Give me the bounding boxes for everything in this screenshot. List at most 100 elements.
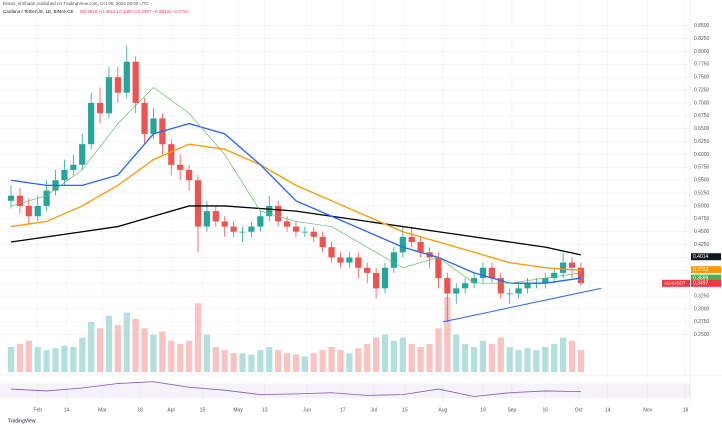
volume-bar — [301, 356, 308, 372]
candle-body — [355, 257, 362, 268]
volume-bar — [319, 350, 326, 372]
volume-bar — [266, 347, 273, 372]
y-tick-label: 0.6750 — [694, 113, 710, 119]
x-tick-label: Aug — [438, 407, 447, 413]
candle-body — [515, 288, 522, 294]
y-tick-label: 0.7000 — [694, 100, 710, 106]
x-tick-label: Jun — [303, 407, 311, 413]
candle-body — [390, 252, 398, 268]
y-tick-label: 0.3000 — [694, 306, 710, 312]
y-tick-label: 0.8500 — [694, 23, 710, 29]
moving-average — [10, 122, 582, 284]
volume-bar — [239, 353, 246, 372]
volume-bar — [577, 350, 585, 372]
y-tick-label: 0.8000 — [694, 49, 710, 55]
candle-body — [310, 231, 317, 237]
candle-body — [417, 242, 424, 253]
candle-body — [16, 195, 24, 206]
candle-body — [559, 262, 567, 273]
candle-body — [453, 288, 460, 294]
y-tick-label: 0.8250 — [694, 36, 710, 42]
candle-body — [337, 257, 344, 263]
candle-body — [132, 61, 139, 103]
y-tick-label: 0.2500 — [694, 332, 710, 338]
y-tick-label: 0.4750 — [694, 216, 710, 222]
x-tick-label: Nov — [643, 407, 652, 413]
candle-body — [7, 195, 15, 201]
volume-bar — [43, 350, 50, 372]
volume-bar — [417, 347, 424, 372]
volume-bar — [177, 343, 184, 372]
candle-body — [150, 118, 157, 134]
x-tick-label: 18 — [683, 407, 689, 413]
candle-body — [212, 211, 219, 222]
volume-bar — [470, 347, 478, 372]
candle-body — [266, 205, 273, 217]
candle-body — [292, 226, 300, 232]
volume-bar — [381, 334, 389, 372]
volume-bar — [248, 354, 255, 372]
volume-bar — [506, 347, 513, 372]
moving-average — [10, 87, 581, 284]
volume-bar — [328, 347, 335, 372]
moving-average — [10, 205, 582, 256]
candle-body — [506, 293, 513, 295]
candle-body — [577, 267, 585, 284]
volume-bar — [194, 303, 202, 372]
volume-bar — [346, 353, 353, 372]
volume-bar — [79, 337, 86, 372]
volume-bar — [88, 322, 95, 372]
y-tick-label: 0.4250 — [694, 242, 710, 248]
candle-body — [34, 205, 41, 217]
candle-body — [168, 144, 175, 165]
candle-body — [239, 231, 246, 233]
volume-bar — [568, 340, 576, 372]
volume-bar — [25, 340, 32, 372]
candle-body — [141, 102, 148, 134]
x-tick-label: 14 — [64, 407, 70, 413]
volume-bar — [497, 337, 504, 372]
y-tick-label: 0.3250 — [694, 293, 710, 299]
candle-body — [61, 169, 68, 181]
candle-body — [185, 169, 193, 181]
y-tick-label: 0.5500 — [694, 178, 710, 184]
candle-body — [123, 61, 130, 93]
candle-body — [43, 190, 50, 206]
price-label-box — [691, 279, 721, 287]
candle-body — [479, 267, 487, 279]
volume-bar — [114, 325, 121, 372]
y-tick-label: 0.5000 — [694, 203, 710, 209]
price-label: 0.3763 — [693, 267, 709, 273]
candle-body — [319, 236, 326, 248]
x-tick-label: Mar — [98, 407, 107, 413]
volume-bar — [61, 345, 68, 372]
x-tick-label: 14 — [605, 407, 611, 413]
volume-bar — [159, 331, 166, 372]
y-tick-label: 0.7250 — [694, 87, 710, 93]
y-tick-label: 0.4500 — [694, 229, 710, 235]
price-name: ADAUSDT — [664, 281, 686, 286]
volume-bar — [221, 350, 228, 372]
volume-bar — [462, 343, 469, 372]
y-tick-label: 0.5750 — [694, 165, 710, 171]
y-tick-label: 0.2750 — [694, 319, 710, 325]
price-label: 0.3497 — [693, 281, 709, 287]
volume-bar — [559, 337, 567, 372]
volume-bar — [488, 343, 495, 372]
author-line: binner_shrihaan published on TradingView… — [3, 1, 150, 6]
volume-bar — [479, 340, 487, 372]
candle-body — [488, 267, 495, 279]
x-tick-label: 19 — [480, 407, 486, 413]
candle-body — [470, 278, 478, 284]
volume-bar — [310, 353, 317, 372]
x-tick-label: 16 — [543, 407, 549, 413]
price-label: 0.4014 — [693, 254, 709, 260]
candle-body — [524, 283, 531, 289]
y-tick-label: 0.6250 — [694, 139, 710, 145]
price-label-box — [691, 253, 721, 261]
candle-body — [444, 278, 451, 294]
trend-line — [442, 287, 602, 323]
volume-bar — [372, 337, 380, 372]
volume-bar — [542, 347, 549, 372]
